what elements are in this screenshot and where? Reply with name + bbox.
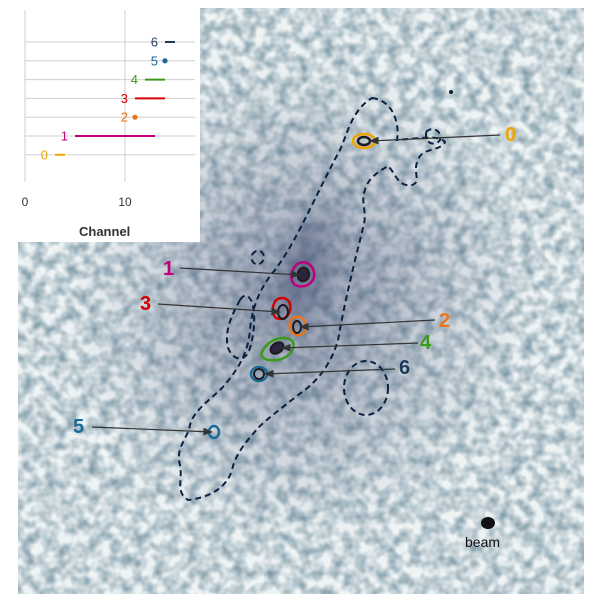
inset-x-axis-label: Channel (79, 224, 130, 239)
inset-series-label-1: 1 (61, 129, 68, 144)
inset-background (0, 0, 200, 242)
arrow-1 (179, 267, 301, 279)
inset-series-label-2: 2 (121, 110, 128, 125)
arrow-0 (369, 134, 501, 145)
inset-series-label-6: 6 (151, 35, 158, 50)
inset-series-label-5: 5 (151, 53, 158, 68)
source-label-2: 2 (439, 310, 450, 332)
source-label-0: 0 (505, 124, 516, 146)
inset-series-label-3: 3 (121, 91, 128, 106)
beam-label: beam (465, 534, 500, 550)
inset-x-tick: 0 (22, 195, 29, 209)
source-label-3: 3 (140, 293, 151, 315)
source-label-1: 1 (163, 258, 174, 280)
dashed-contour-east (343, 360, 389, 416)
arrow-2 (299, 319, 436, 331)
arrow-6 (264, 368, 396, 378)
contour-dot (449, 90, 453, 94)
dashed-contour-small (251, 249, 266, 266)
arrow-3 (157, 303, 281, 316)
inset-point-series-5 (162, 58, 168, 64)
dashed-contour-ne (425, 128, 442, 145)
beam-ellipse (481, 517, 495, 529)
inset-series-label-0: 0 (41, 147, 48, 162)
source-label-6: 6 (399, 357, 410, 379)
inset-x-tick: 10 (118, 195, 132, 209)
inset-series-label-4: 4 (131, 72, 138, 87)
arrow-5 (91, 426, 213, 436)
source-4-contour (260, 336, 295, 362)
arrow-4 (281, 342, 419, 352)
source-label-4: 4 (420, 332, 432, 354)
inset-point-series-2 (132, 114, 138, 120)
source-label-5: 5 (73, 416, 84, 438)
dashed-contour-west (226, 294, 256, 360)
dashed-contour-main (177, 96, 447, 502)
